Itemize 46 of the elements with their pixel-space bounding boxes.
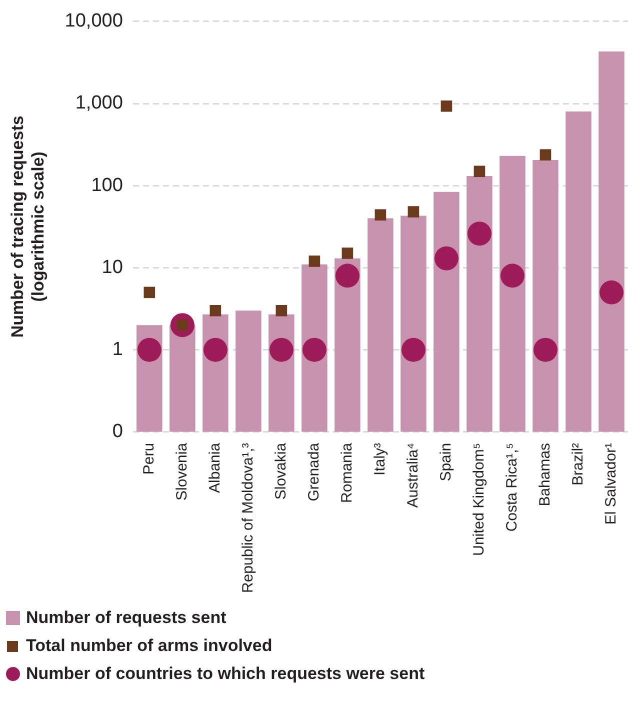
point (210, 304, 222, 316)
point (137, 338, 162, 362)
y-tick-label: 1 (112, 339, 123, 360)
point (203, 338, 228, 362)
point (374, 209, 386, 221)
point (401, 338, 426, 362)
x-tick-label: Australia⁴ (404, 442, 422, 508)
point (302, 338, 326, 362)
x-tick-label: Bahamas (536, 442, 554, 506)
x-tick-label: Republic of Moldova¹,³ (240, 442, 257, 594)
y-tick-label: 1,000 (75, 92, 123, 114)
point (500, 264, 524, 288)
point (144, 286, 156, 298)
legend-label: Total number of arms involved (26, 636, 272, 656)
y-tick-label: 10,000 (64, 10, 123, 32)
x-tick-label: United Kingdom⁵ (470, 442, 488, 556)
point (533, 338, 558, 362)
x-tick-label: Brazil² (570, 442, 587, 486)
point (540, 149, 552, 160)
x-tick-label: Peru (140, 442, 158, 475)
point (342, 248, 354, 259)
point (308, 256, 320, 267)
y-tick-label: 0 (112, 421, 123, 442)
x-tick-label: Spain (438, 442, 455, 482)
point (408, 206, 420, 218)
x-tick-label: Italy³ (372, 442, 389, 476)
x-tick-label: Grenada (306, 442, 323, 502)
point (440, 100, 452, 112)
point (467, 222, 492, 246)
x-tick-label: Romania (338, 442, 356, 503)
point (474, 166, 486, 178)
y-tick-label: 10 (102, 256, 123, 278)
x-tick-label: Albania (206, 442, 224, 493)
x-tick-label: Slovakia (272, 442, 290, 500)
point (434, 246, 458, 270)
legend-label: Number of requests sent (26, 608, 226, 628)
point (276, 304, 288, 316)
point (335, 264, 360, 288)
y-axis-title: Number of tracing requests (logarithmic scale) (8, 116, 48, 338)
point (269, 338, 294, 362)
x-tick-label: El Salvador¹ (602, 442, 620, 525)
y-tick-label: 100 (91, 174, 123, 196)
legend-label: Number of countries to which requests were sent (26, 664, 425, 684)
point (599, 280, 624, 304)
x-tick-label: Costa Rica¹,⁵ (504, 442, 521, 532)
x-tick-label: Slovenia (174, 442, 191, 500)
